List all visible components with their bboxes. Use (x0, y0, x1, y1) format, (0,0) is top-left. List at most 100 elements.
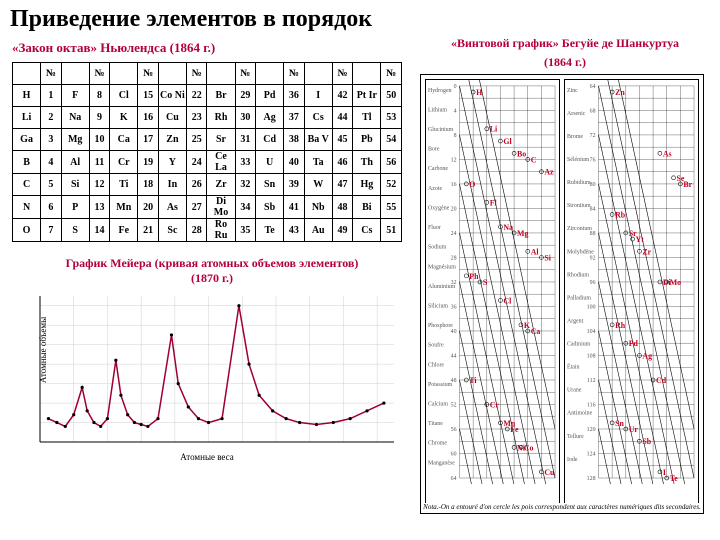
table-header-num: № (235, 63, 255, 85)
table-cell: 52 (381, 174, 402, 196)
svg-text:Phosphore: Phosphore (428, 323, 453, 329)
table-header (13, 63, 41, 85)
svg-text:As: As (663, 149, 672, 158)
svg-text:Di: Di (663, 278, 672, 287)
svg-text:Tellure: Tellure (567, 434, 584, 440)
svg-text:Lithium: Lithium (428, 107, 447, 113)
svg-text:108: 108 (587, 353, 596, 359)
table-cell: 26 (186, 174, 206, 196)
table-cell: Si (61, 174, 89, 196)
meyer-heading-l1: График Мейера (кривая атомных объемов эл… (12, 256, 412, 271)
svg-text:Molybdène: Molybdène (567, 249, 594, 255)
table-cell: 28 (186, 219, 206, 242)
svg-text:Brome: Brome (567, 134, 583, 140)
table-cell: 37 (284, 107, 304, 129)
table-header (353, 63, 381, 85)
svg-text:Ph: Ph (469, 272, 479, 281)
table-cell: 42 (332, 85, 352, 107)
table-cell: 11 (89, 151, 109, 174)
table-header (256, 63, 284, 85)
svg-text:Cu: Cu (544, 468, 555, 477)
page-title: Приведение элементов в порядок (0, 0, 720, 35)
table-header (207, 63, 235, 85)
table-header (110, 63, 138, 85)
meyer-x-label: Атомные веса (180, 452, 234, 462)
table-cell: 3 (41, 129, 61, 151)
svg-text:Zinc: Zinc (567, 88, 578, 94)
meyer-section: График Мейера (кривая атомных объемов эл… (12, 256, 412, 460)
table-cell: Cs (304, 107, 332, 129)
table-cell: S (61, 219, 89, 242)
svg-text:64: 64 (451, 476, 457, 482)
svg-text:96: 96 (590, 280, 596, 286)
svg-text:Argent: Argent (567, 318, 584, 324)
table-cell: 38 (284, 129, 304, 151)
table-cell: 29 (235, 85, 255, 107)
svg-text:Cr: Cr (490, 400, 500, 409)
table-cell: 10 (89, 129, 109, 151)
table-cell: 43 (284, 219, 304, 242)
table-header (61, 63, 89, 85)
svg-text:Mo: Mo (670, 278, 681, 287)
table-cell: Sr (207, 129, 235, 151)
svg-text:72: 72 (590, 133, 596, 139)
table-cell: 46 (332, 151, 352, 174)
svg-text:112: 112 (587, 378, 596, 384)
table-cell: In (158, 174, 186, 196)
chancourtois-footnote: Nota.-On a entouré d'on cercle les pois … (421, 503, 703, 511)
table-cell: Pb (353, 129, 381, 151)
table-cell: 55 (381, 196, 402, 219)
svg-text:Te: Te (670, 474, 679, 483)
svg-text:124: 124 (587, 451, 596, 457)
table-cell: Di Mo (207, 196, 235, 219)
svg-text:Se: Se (677, 174, 685, 183)
svg-text:Sn: Sn (615, 419, 624, 428)
newlands-heading: «Закон октав» Ньюлендса (1864 г.) (12, 40, 412, 56)
svg-text:Calcium: Calcium (428, 402, 448, 408)
svg-text:Gl: Gl (503, 137, 512, 146)
table-row: Ga3Mg10Ca17Zn25Sr31Cd38Ba V45Pb54 (13, 129, 402, 151)
table-cell: 18 (138, 174, 158, 196)
table-cell: 54 (381, 129, 402, 151)
table-cell: Cl (110, 85, 138, 107)
chancourtois-chart: 0481216202428323640444852566064HLiGlBoCA… (420, 74, 704, 514)
table-cell: 32 (235, 174, 255, 196)
svg-text:O: O (469, 180, 475, 189)
svg-text:C: C (531, 155, 537, 164)
svg-text:Pd: Pd (629, 339, 639, 348)
svg-text:76: 76 (590, 157, 596, 163)
svg-text:4: 4 (454, 108, 457, 114)
svg-text:Étain: Étain (567, 363, 580, 371)
table-row: B4Al11Cr19Y24Ce La33U40Ta46Th56 (13, 151, 402, 174)
svg-text:116: 116 (587, 402, 596, 408)
svg-text:68: 68 (590, 108, 596, 114)
svg-text:Co: Co (524, 443, 534, 452)
table-cell: 4 (41, 151, 61, 174)
table-cell: 44 (332, 107, 352, 129)
svg-text:64: 64 (590, 84, 596, 90)
chancourtois-heading-l2: (1864 г.) (420, 55, 710, 70)
table-cell: 17 (138, 129, 158, 151)
table-cell: Ga (13, 129, 41, 151)
table-cell: 40 (284, 151, 304, 174)
table-cell: P (61, 196, 89, 219)
table-cell: 21 (138, 219, 158, 242)
table-cell: Zn (158, 129, 186, 151)
table-cell: Ba V (304, 129, 332, 151)
svg-text:Chlore: Chlore (428, 362, 444, 368)
svg-text:Sb: Sb (642, 437, 651, 446)
table-cell: 24 (186, 151, 206, 174)
table-row: Li2Na9K16Cu23Rh30Ag37Cs44Tl53 (13, 107, 402, 129)
svg-text:Al: Al (531, 247, 540, 256)
svg-text:Cl: Cl (503, 296, 512, 305)
table-cell: Th (353, 151, 381, 174)
svg-text:Br: Br (683, 180, 692, 189)
svg-text:28: 28 (451, 255, 457, 261)
table-row: H1F8Cl15Co Ni22Br29Pd36I42Pt Ir50 (13, 85, 402, 107)
table-header-num: № (381, 63, 402, 85)
table-cell: U (256, 151, 284, 174)
table-cell: As (158, 196, 186, 219)
svg-text:Fluor: Fluor (428, 225, 441, 231)
table-cell: B (13, 151, 41, 174)
table-cell: 13 (89, 196, 109, 219)
